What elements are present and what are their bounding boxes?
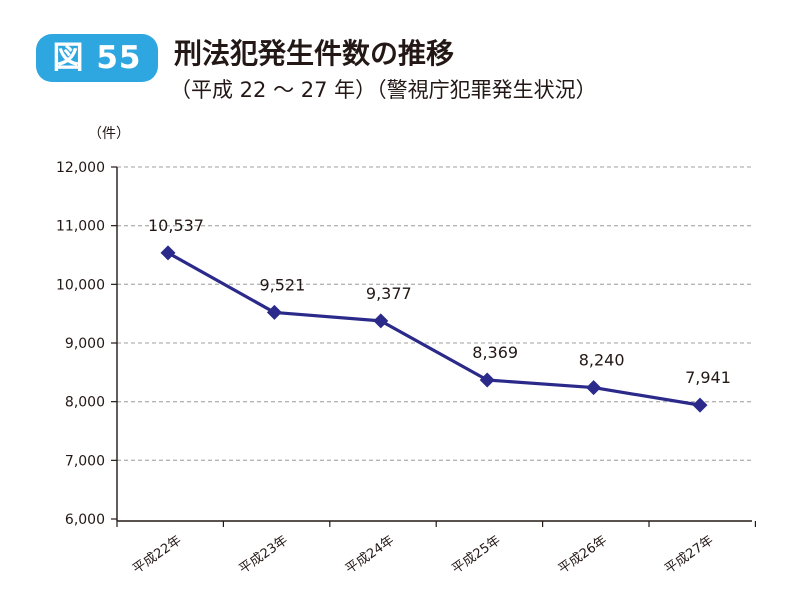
series-line (160, 245, 708, 413)
x-tick-label: 平成22年 (130, 533, 184, 577)
data-value-label: 9,521 (259, 275, 305, 294)
data-point-marker (373, 313, 389, 329)
y-tick-label: 11,000 (56, 219, 105, 235)
y-tick-label: 6,000 (65, 512, 105, 528)
series-line-path (167, 251, 701, 407)
x-tick-label: 平成25年 (449, 533, 503, 577)
data-labels: 10,537 9,521 9,377 8,369 8,240 7,941 (148, 216, 731, 387)
x-tick-label: 平成24年 (343, 533, 397, 577)
data-point-marker (266, 304, 282, 320)
data-value-label: 7,941 (685, 368, 731, 387)
figure-header: 図 55 刑法犯発生件数の推移 （平成 22 ～ 27 年）（警視庁犯罪発生状況… (36, 34, 776, 114)
y-tick-label: 7,000 (65, 453, 105, 469)
data-point-marker (692, 397, 708, 413)
x-tick-label: 平成23年 (237, 533, 291, 577)
y-axis-unit-label: （件） (88, 126, 130, 142)
gridlines (117, 166, 752, 461)
data-value-label: 8,240 (579, 351, 625, 370)
x-tick-label: 平成26年 (556, 533, 610, 577)
figure-title: 刑法犯発生件数の推移 (174, 37, 455, 70)
data-value-label: 10,537 (148, 216, 204, 235)
y-tick-label: 12,000 (56, 160, 105, 176)
data-value-label: 9,377 (366, 284, 412, 303)
y-tick-label: 8,000 (65, 395, 105, 411)
figure-subtitle: （平成 22 ～ 27 年）（警視庁犯罪発生状況） (170, 78, 597, 102)
data-value-label: 8,369 (472, 343, 518, 362)
data-point-marker (586, 380, 602, 396)
x-tick-label: 平成27年 (662, 533, 716, 577)
y-tick-label: 9,000 (65, 336, 105, 352)
data-point-marker (479, 372, 495, 388)
data-point-marker (160, 245, 176, 261)
y-tick-label: 10,000 (56, 277, 105, 293)
figure-number-badge: 図 55 (36, 34, 158, 82)
